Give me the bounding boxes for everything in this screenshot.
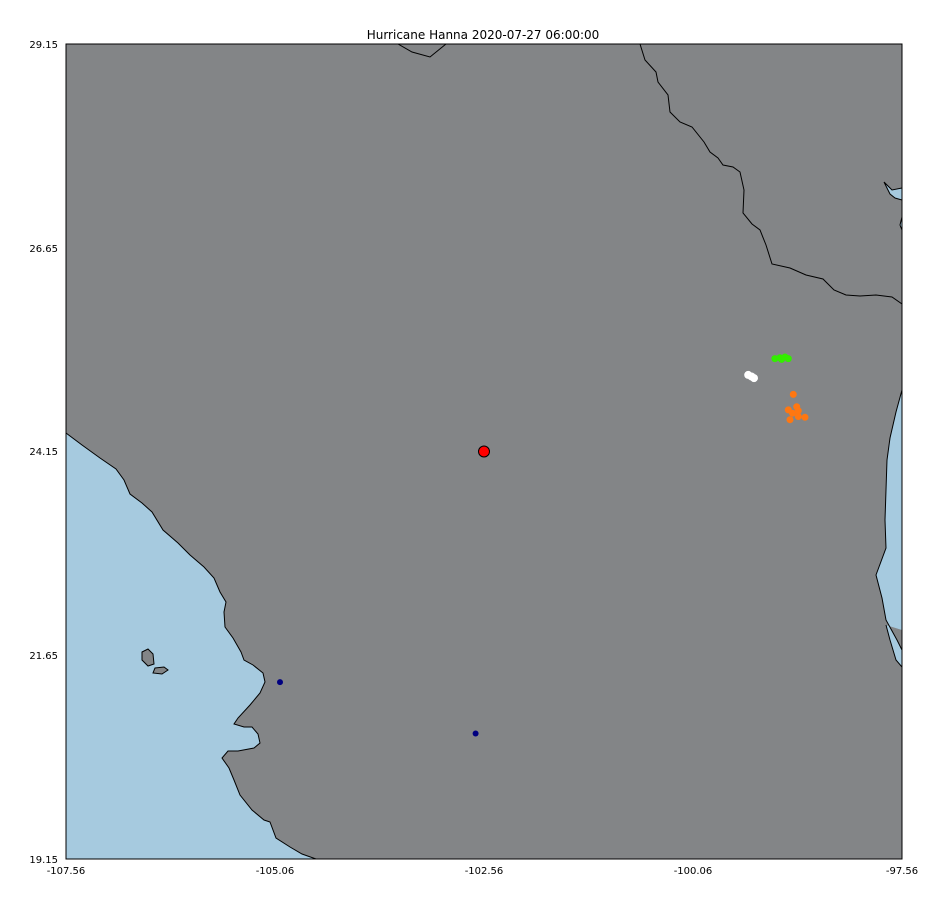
- gulf-coastline: [875, 389, 902, 651]
- x-tick-label: -105.06: [256, 866, 295, 877]
- orange-data-point: [789, 390, 797, 398]
- y-tick-label: 21.65: [29, 651, 58, 662]
- orange-data-point: [789, 409, 796, 417]
- x-axis-ticks: -107.56 -105.06 -102.56 -100.06 -97.56: [47, 866, 918, 877]
- gulf-of-mexico: [876, 390, 902, 667]
- island-large: [141, 648, 155, 667]
- northern-border-segment: [397, 44, 447, 58]
- navy-data-point: [277, 679, 283, 686]
- us-mexico-border: [639, 44, 902, 305]
- y-tick-label: 19.15: [29, 855, 58, 866]
- orange-data-point: [786, 416, 794, 424]
- x-tick-label: -100.06: [674, 866, 713, 877]
- y-tick-label: 24.15: [29, 447, 58, 458]
- island-small: [152, 666, 169, 675]
- coastlines: [66, 44, 902, 859]
- y-tick-label: 26.65: [29, 244, 58, 255]
- y-tick-label: 29.15: [29, 40, 58, 51]
- map-title: Hurricane Hanna 2020-07-27 06:00:00: [367, 28, 600, 42]
- y-axis-ticks: 29.15 26.65 24.15 21.65 19.15: [29, 40, 58, 866]
- pacific-coastline: [66, 432, 317, 859]
- white-data-point: [747, 372, 756, 381]
- map-frame: [65, 43, 903, 860]
- texas-bay-coastline-small: [899, 216, 902, 231]
- orange-data-point: [794, 413, 802, 420]
- x-tick-label: -107.56: [47, 866, 86, 877]
- orange-data-point: [801, 413, 809, 421]
- storm-center-marker: [478, 445, 490, 458]
- map-plot-area: [66, 44, 902, 859]
- texas-bay-coastline: [883, 181, 902, 201]
- green-data-point: [784, 355, 792, 363]
- x-tick-label: -97.56: [886, 866, 918, 877]
- green-data-point: [778, 355, 786, 363]
- observation-points: [277, 353, 809, 737]
- orange-data-point: [794, 407, 802, 415]
- gulf-coastline-lower: [885, 624, 902, 668]
- x-tick-label: -102.56: [465, 866, 504, 877]
- pacific-ocean: [66, 433, 316, 859]
- gulf-of-mexico-lower: [886, 625, 902, 667]
- navy-data-point: [472, 730, 479, 737]
